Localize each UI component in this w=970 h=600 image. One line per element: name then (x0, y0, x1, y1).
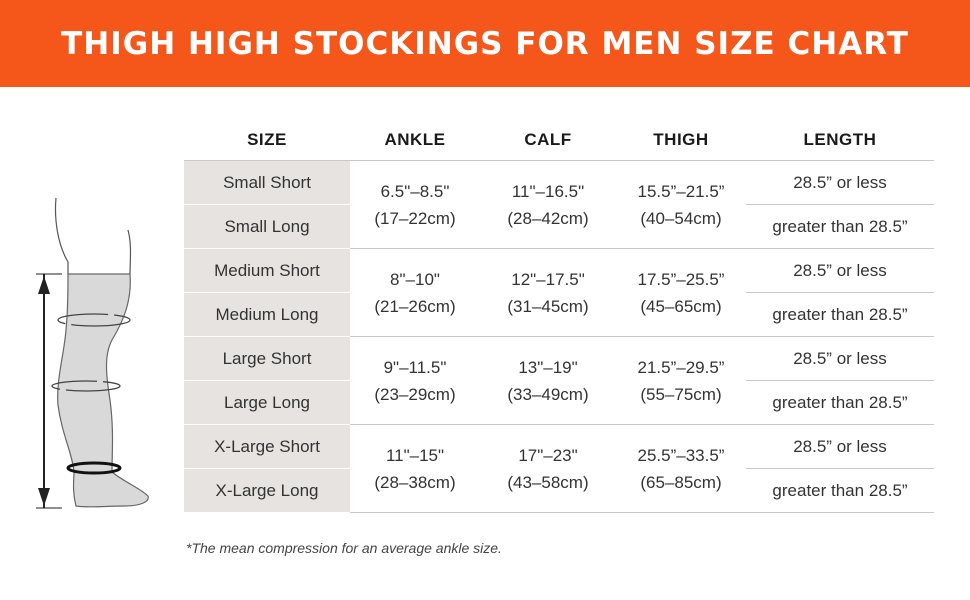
size-chart-table: SIZE ANKLE CALF THIGH LENGTH Small Short… (184, 120, 934, 513)
table-row: Large Short 9"–11.5" (23–29cm) 13"–19" (33… (184, 336, 934, 425)
col-header-thigh: THIGH (653, 130, 709, 149)
calf-cell: 13"–19" (33–49cm) (480, 336, 616, 425)
thigh-inches: 25.5”–33.5” (637, 445, 725, 465)
size-label: Small Long (184, 204, 350, 249)
thigh-cell: 17.5”–25.5” (45–65cm) (616, 248, 746, 337)
table-row: X-Large Short 11"–15" (28–38cm) 17"–23" (4… (184, 424, 934, 513)
calf-inches: 17"–23" (518, 445, 578, 465)
leg-measurement-icon (36, 197, 149, 509)
length-cell: greater than 28.5” (746, 292, 934, 337)
thigh-cell: 21.5”–29.5” (55–75cm) (616, 336, 746, 425)
ankle-cm: (28–38cm) (374, 472, 456, 492)
ankle-inches: 9"–11.5" (383, 357, 447, 377)
ankle-cell: 9"–11.5" (23–29cm) (350, 336, 480, 425)
thigh-inches: 21.5”–29.5” (637, 357, 725, 377)
calf-cell: 12"–17.5" (31–45cm) (480, 248, 616, 337)
calf-cm: (31–45cm) (507, 296, 589, 316)
calf-cm: (33–49cm) (507, 384, 589, 404)
ankle-cm: (21–26cm) (374, 296, 456, 316)
length-cell: 28.5” or less (746, 424, 934, 469)
header-banner: THIGH HIGH STOCKINGS FOR MEN SIZE CHART (0, 0, 970, 87)
table-row: Large Long greater than 28.5” (184, 380, 934, 425)
thigh-inches: 17.5”–25.5” (637, 269, 725, 289)
col-header-calf: CALF (524, 130, 572, 149)
ankle-cm: (17–22cm) (374, 208, 456, 228)
calf-inches: 12"–17.5" (511, 269, 585, 289)
size-label: Medium Long (184, 292, 350, 337)
calf-cm: (43–58cm) (507, 472, 589, 492)
length-cell: greater than 28.5” (746, 468, 934, 513)
ankle-cm: (23–29cm) (374, 384, 456, 404)
length-cell: greater than 28.5” (746, 380, 934, 425)
table-row: Small Short 6.5"–8.5" (17–22cm) 11"–16.5"… (184, 160, 934, 249)
length-cell: greater than 28.5” (746, 204, 934, 249)
thigh-cell: 25.5”–33.5” (65–85cm) (616, 424, 746, 513)
size-label: Large Long (184, 380, 350, 425)
ankle-cell: 6.5"–8.5" (17–22cm) (350, 160, 480, 249)
ankle-inches: 11"–15" (385, 445, 445, 465)
header-row: SIZE ANKLE CALF THIGH LENGTH (184, 120, 934, 161)
table-row: Medium Long greater than 28.5” (184, 292, 934, 337)
calf-inches: 13"–19" (518, 357, 578, 377)
thigh-cm: (65–85cm) (640, 472, 722, 492)
calf-cm: (28–42cm) (507, 208, 589, 228)
calf-cell: 11"–16.5" (28–42cm) (480, 160, 616, 249)
col-header-length: LENGTH (803, 130, 877, 149)
length-cell: 28.5” or less (746, 336, 934, 381)
table-row: Small Long greater than 28.5” (184, 204, 934, 249)
table-row: Medium Short 8"–10" (21–26cm) 12"–17.5" (3… (184, 248, 934, 337)
footnote: *The mean compression for an average ank… (186, 540, 502, 556)
thigh-inches: 15.5”–21.5” (637, 181, 725, 201)
col-header-ankle: ANKLE (384, 130, 446, 149)
size-label: Small Short (184, 160, 350, 205)
ankle-inches: 8"–10" (390, 269, 440, 289)
thigh-cell: 15.5”–21.5” (40–54cm) (616, 160, 746, 249)
size-label: Large Short (184, 336, 350, 381)
size-label: Medium Short (184, 248, 350, 293)
thigh-cm: (55–75cm) (640, 384, 722, 404)
ankle-inches: 6.5"–8.5" (380, 181, 450, 201)
calf-cell: 17"–23" (43–58cm) (480, 424, 616, 513)
length-cell: 28.5” or less (746, 248, 934, 293)
ankle-cell: 8"–10" (21–26cm) (350, 248, 480, 337)
thigh-cm: (45–65cm) (640, 296, 722, 316)
length-cell: 28.5” or less (746, 160, 934, 205)
calf-inches: 11"–16.5" (511, 181, 585, 201)
thigh-cm: (40–54cm) (640, 208, 722, 228)
table-row: X-Large Long greater than 28.5” (184, 468, 934, 513)
size-label: X-Large Short (184, 424, 350, 469)
col-header-size: SIZE (247, 130, 287, 149)
size-label: X-Large Long (184, 468, 350, 513)
page-title: THIGH HIGH STOCKINGS FOR MEN SIZE CHART (61, 25, 909, 62)
ankle-cell: 11"–15" (28–38cm) (350, 424, 480, 513)
